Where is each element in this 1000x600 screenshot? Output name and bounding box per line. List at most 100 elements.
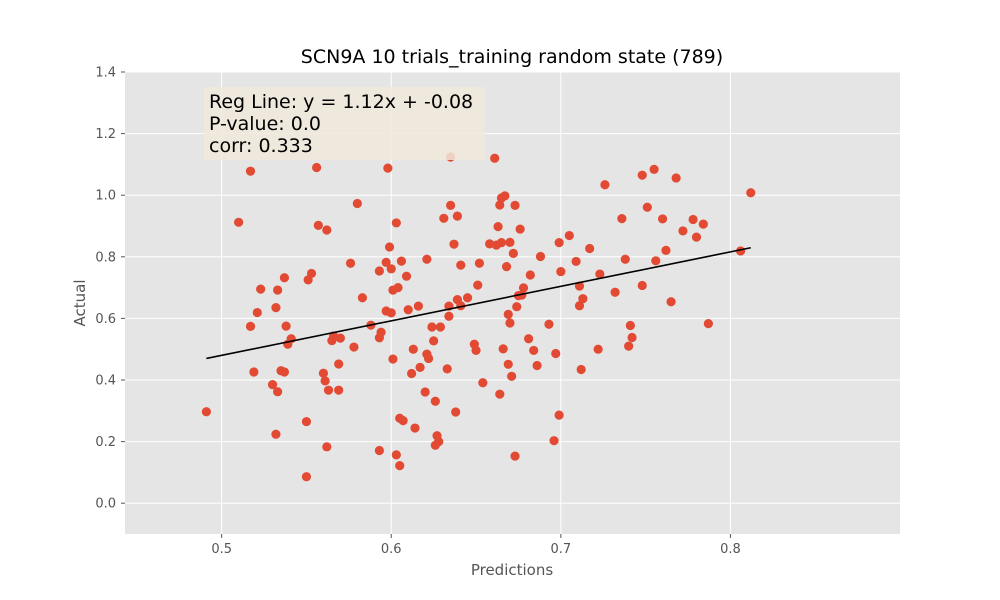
data-point — [564, 230, 574, 241]
chart-title: SCN9A 10 trials_training random state (7… — [301, 46, 723, 68]
data-point — [446, 200, 456, 210]
y-axis-label: Actual — [71, 280, 89, 327]
data-point — [490, 153, 500, 163]
data-point — [544, 319, 554, 329]
axis-ticks: 0.5 0.6 0.7 0.8 0.0 0.2 0.4 0.6 0.8 1.0 1.2 1.4 — [95, 66, 740, 558]
annotation-line-pvalue: P-value: 0.0 — [209, 113, 321, 135]
data-point — [485, 239, 495, 249]
data-point — [452, 211, 462, 221]
y-tick-label: 1.2 — [95, 127, 116, 142]
data-point — [503, 359, 513, 369]
data-point — [495, 200, 505, 210]
data-point — [627, 332, 637, 343]
data-point — [429, 336, 439, 346]
data-point — [423, 353, 434, 364]
data-point — [273, 285, 283, 295]
data-point — [410, 423, 420, 433]
data-point — [671, 173, 681, 183]
data-point — [323, 385, 334, 395]
data-point — [585, 243, 595, 254]
data-point — [381, 257, 391, 267]
data-point — [500, 191, 510, 201]
data-point — [349, 342, 359, 352]
data-point — [334, 385, 344, 395]
data-point — [496, 238, 507, 248]
data-point — [279, 367, 290, 377]
y-tick-label: 1.4 — [95, 66, 116, 81]
x-axis-label: Predictions — [471, 561, 554, 579]
data-point — [610, 287, 620, 297]
stats-annotation: Reg Line: y = 1.12x + -0.08 P-value: 0.0… — [204, 87, 485, 160]
data-point — [415, 362, 425, 372]
data-point — [398, 416, 408, 426]
data-point — [383, 163, 393, 173]
data-point — [252, 307, 262, 318]
data-point — [273, 387, 283, 397]
data-point — [357, 293, 368, 303]
data-point — [312, 162, 322, 173]
data-point — [439, 213, 449, 223]
data-point — [403, 305, 413, 315]
data-point — [649, 164, 659, 174]
data-point — [401, 271, 412, 281]
data-point — [595, 269, 605, 279]
data-point — [376, 327, 386, 337]
data-point — [576, 364, 586, 375]
grid-lines — [125, 71, 900, 534]
data-point — [413, 301, 423, 311]
y-tick-label: 0.4 — [95, 374, 116, 389]
data-point — [386, 308, 396, 318]
data-point — [525, 270, 535, 280]
data-point — [391, 218, 401, 228]
data-point — [444, 311, 454, 321]
data-point — [624, 341, 634, 351]
data-point — [313, 220, 323, 230]
data-point — [746, 188, 756, 198]
data-point — [442, 364, 452, 374]
data-point — [386, 264, 396, 274]
data-point — [322, 225, 332, 235]
data-point — [456, 301, 466, 311]
data-point — [657, 214, 668, 224]
data-point — [554, 410, 564, 420]
data-point — [320, 376, 330, 386]
data-point — [512, 302, 522, 312]
data-point — [510, 200, 520, 210]
data-point — [518, 283, 529, 293]
data-point — [449, 239, 459, 249]
data-point — [593, 344, 603, 354]
data-point — [396, 256, 407, 266]
data-point — [391, 450, 401, 460]
data-point — [535, 251, 546, 262]
data-point — [678, 226, 688, 236]
data-point — [245, 166, 256, 176]
annotation-line-corr: corr: 0.333 — [209, 135, 313, 157]
data-point — [267, 380, 278, 390]
data-point — [642, 202, 652, 212]
data-point — [301, 416, 312, 427]
data-point — [505, 237, 515, 247]
data-points — [201, 152, 756, 482]
data-point — [335, 333, 345, 343]
data-point — [281, 321, 291, 331]
data-point — [532, 360, 542, 371]
data-point — [388, 354, 398, 364]
data-point — [374, 445, 384, 456]
data-point — [498, 344, 508, 354]
data-point — [408, 344, 418, 354]
data-point — [691, 232, 702, 242]
data-point — [698, 219, 708, 229]
data-point — [510, 451, 520, 461]
data-point — [384, 242, 395, 252]
data-point — [471, 345, 481, 356]
annotation-line-regression: Reg Line: y = 1.12x + -0.08 — [209, 91, 473, 113]
data-point — [501, 262, 512, 272]
y-tick-label: 0.0 — [95, 497, 116, 512]
data-point — [617, 214, 627, 224]
data-point — [554, 238, 564, 248]
data-point — [625, 320, 635, 331]
data-point — [478, 378, 488, 388]
data-point — [422, 254, 432, 264]
data-point — [495, 389, 505, 399]
data-point — [507, 371, 517, 381]
